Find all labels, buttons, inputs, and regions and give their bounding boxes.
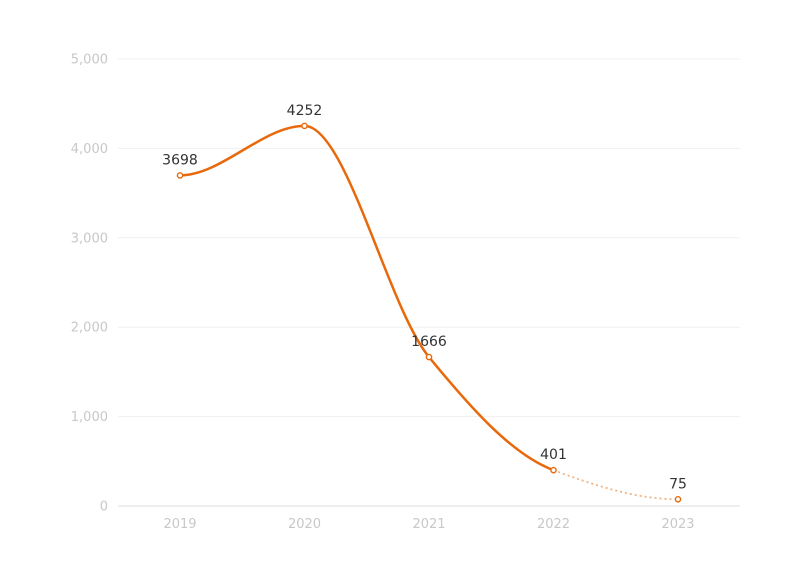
data-point	[674, 495, 682, 503]
y-tick-label: 5,000	[71, 53, 108, 68]
y-tick-label: 3,000	[71, 231, 108, 246]
axes: 0 1,000 2,000 3,000 4,000 5,000 2019 2020 2021 20…	[71, 53, 740, 532]
x-tick-label: 2020	[288, 517, 321, 532]
data-point	[176, 172, 184, 179]
x-tick-label: 2023	[661, 517, 694, 532]
grid-lines	[118, 58, 740, 418]
x-tick-label: 2022	[537, 517, 570, 532]
y-tick-label: 2,000	[71, 321, 108, 336]
series-line-solid	[178, 124, 555, 472]
data-labels: 3698 4252 1666 401 75	[162, 103, 687, 492]
data-label: 1666	[411, 334, 447, 350]
data-label: 3698	[162, 152, 198, 168]
data-label: 401	[540, 447, 567, 463]
data-label: 4252	[287, 103, 323, 119]
x-tick-label: 2021	[412, 517, 445, 532]
data-points	[176, 122, 682, 503]
data-point	[425, 353, 433, 361]
series-line-dashed	[553, 469, 679, 501]
y-tick-label: 0	[100, 500, 108, 515]
y-tick-label: 1,000	[71, 410, 108, 425]
data-point	[301, 122, 308, 130]
y-tick-label: 4,000	[71, 142, 108, 157]
data-label: 75	[669, 476, 687, 492]
data-point	[550, 466, 557, 474]
x-tick-label: 2019	[163, 517, 196, 532]
series	[178, 124, 679, 501]
